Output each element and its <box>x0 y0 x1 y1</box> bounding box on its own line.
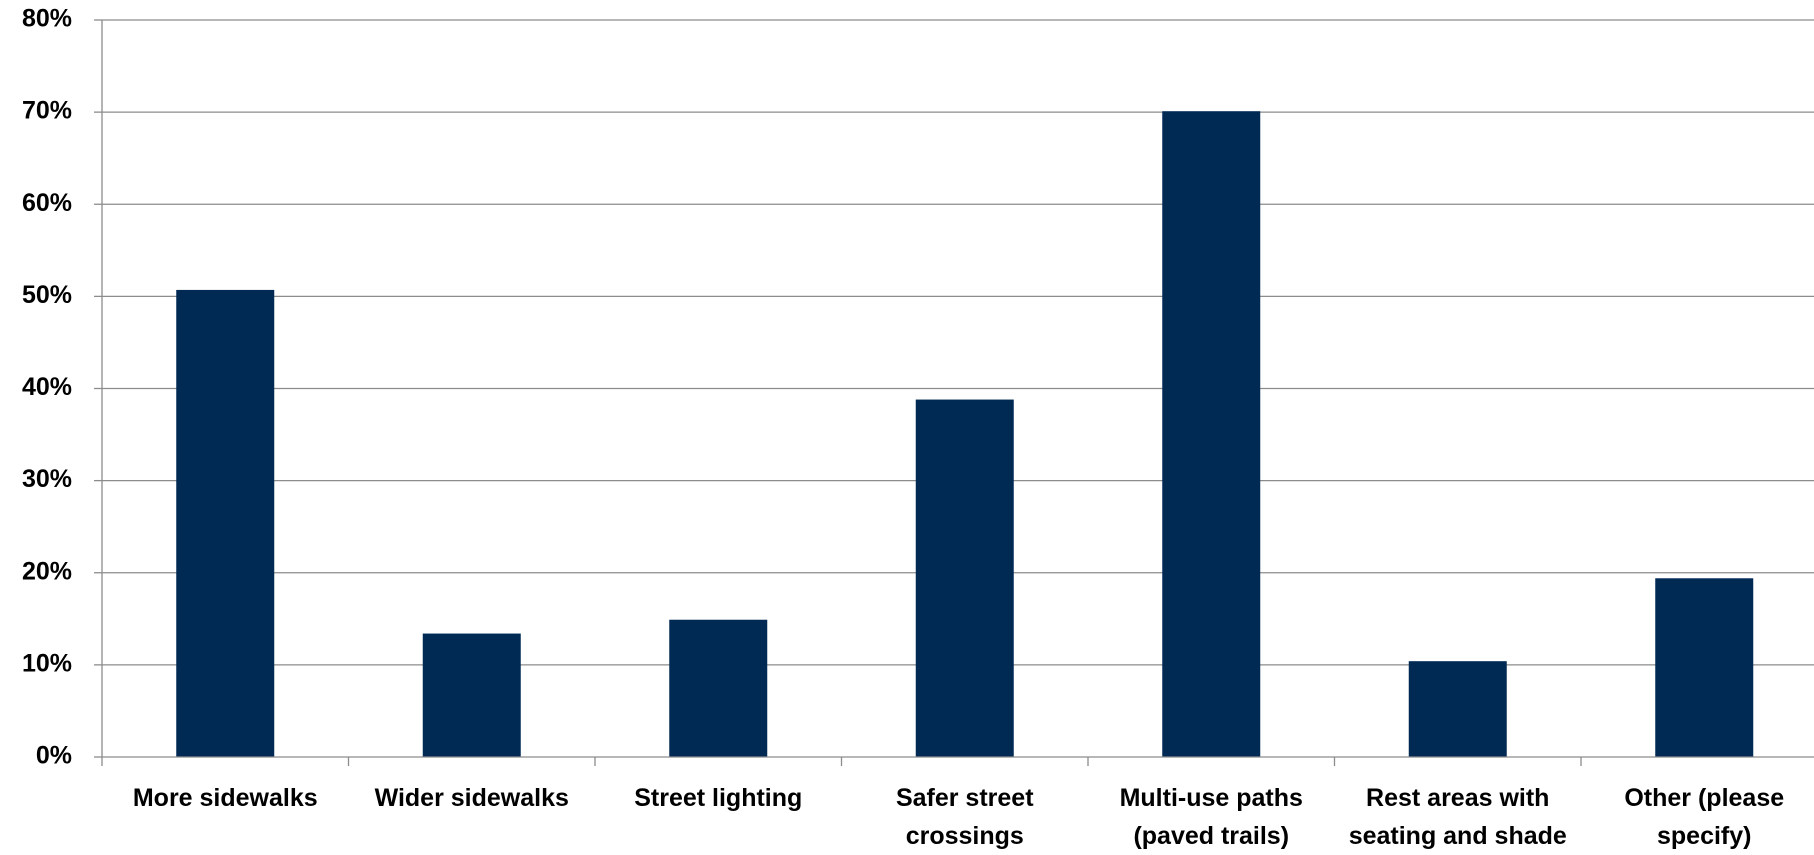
axes <box>94 19 1814 766</box>
y-tick-label: 20% <box>22 557 72 585</box>
x-category-label: Wider sidewalks <box>375 784 569 812</box>
y-tick-label: 80% <box>22 5 72 33</box>
y-tick-label: 60% <box>22 189 72 217</box>
y-tick-label: 10% <box>22 649 72 677</box>
x-category-label: More sidewalks <box>133 784 318 812</box>
x-category-label: Multi-use paths <box>1120 784 1303 812</box>
x-category-label: Street lighting <box>634 784 802 812</box>
y-tick-label: 50% <box>22 281 72 309</box>
bar <box>915 399 1014 757</box>
bar <box>1408 661 1507 757</box>
y-tick-label: 40% <box>22 373 72 401</box>
x-category-label: Rest areas with <box>1366 784 1549 812</box>
x-category-label: Other (please <box>1624 784 1784 812</box>
y-tick-label: 0% <box>36 742 72 770</box>
y-tick-label: 70% <box>22 97 72 125</box>
x-category-label: Safer street <box>896 784 1034 812</box>
x-category-label: specify) <box>1657 822 1751 850</box>
x-axis-category-labels: More sidewalks Wider sidewalks Street ligh… <box>133 784 1784 850</box>
y-tick-label: 30% <box>22 465 72 493</box>
y-axis-tick-labels: 0% 10% 20% 30% 40% 50% 60% 70% 80% <box>22 5 72 770</box>
bar <box>176 289 275 757</box>
x-category-label: crossings <box>906 822 1024 850</box>
x-category-label: (paved trails) <box>1133 822 1289 850</box>
bar <box>1655 578 1754 757</box>
bar <box>669 619 768 757</box>
bar <box>1162 111 1261 758</box>
bar <box>422 633 521 757</box>
bars <box>176 111 1754 758</box>
x-category-label: seating and shade <box>1349 822 1567 850</box>
